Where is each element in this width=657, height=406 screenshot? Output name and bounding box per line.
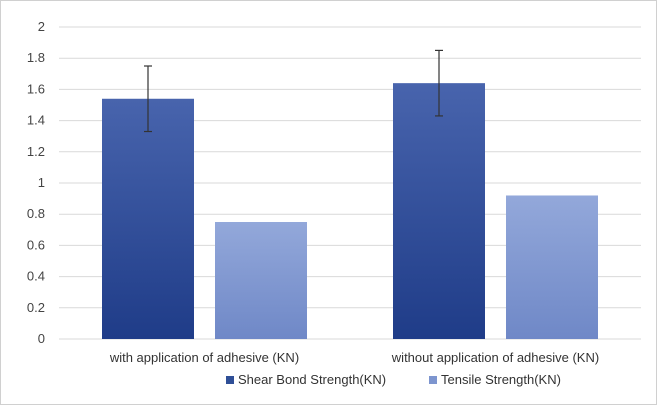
x-axis-category-labels: with application of adhesive (KN) without… (109, 350, 599, 365)
legend-label: Shear Bond Strength(KN) (238, 372, 386, 387)
x-category-label: with application of adhesive (KN) (109, 350, 299, 365)
y-tick-label: 0.4 (27, 269, 45, 284)
legend: Shear Bond Strength(KN) Tensile Strength(… (226, 372, 561, 387)
error-bar (435, 49, 443, 117)
bars (102, 83, 598, 339)
error-bars (144, 49, 443, 133)
y-axis-tick-labels: 0 0.2 0.4 0.6 0.8 1 1.2 1.4 1.6 1.8 2 (27, 19, 45, 346)
bar-shear-bond-strength-1 (393, 83, 485, 339)
y-tick-label: 0.8 (27, 206, 45, 221)
y-tick-label: 2 (38, 19, 45, 34)
x-category-label: without application of adhesive (KN) (391, 350, 599, 365)
y-tick-label: 0 (38, 331, 45, 346)
y-tick-label: 1.4 (27, 113, 45, 128)
y-tick-label: 1.6 (27, 81, 45, 96)
y-tick-label: 0.2 (27, 300, 45, 315)
bar-tensile-strength-1 (506, 195, 598, 339)
bar-shear-bond-strength-0 (102, 98, 194, 339)
error-bar (144, 65, 152, 133)
legend-swatch (429, 376, 437, 384)
y-tick-label: 0.6 (27, 237, 45, 252)
y-tick-label: 1.2 (27, 144, 45, 159)
y-tick-label: 1 (38, 175, 45, 190)
bar-tensile-strength-0 (215, 222, 307, 339)
legend-label: Tensile Strength(KN) (441, 372, 561, 387)
legend-swatch (226, 376, 234, 384)
y-tick-label: 1.8 (27, 50, 45, 65)
